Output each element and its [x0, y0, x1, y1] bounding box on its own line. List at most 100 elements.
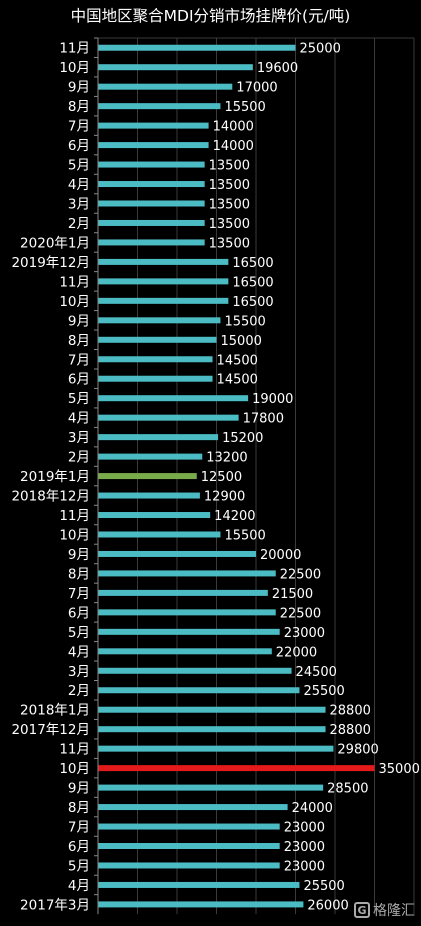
bar	[98, 550, 256, 557]
data-label: 13500	[209, 178, 250, 193]
bar	[98, 83, 233, 90]
bar	[98, 44, 296, 51]
bar	[98, 278, 229, 285]
category-label: 2019年12月	[11, 255, 90, 271]
category-label: 11月	[59, 742, 90, 758]
data-label: 21500	[272, 587, 313, 602]
category-label: 7月	[68, 586, 90, 602]
bar	[98, 414, 239, 421]
category-label: 8月	[68, 333, 90, 349]
category-label: 2020年1月	[20, 235, 90, 251]
bar	[98, 628, 280, 635]
bar	[98, 648, 272, 655]
bar	[98, 589, 268, 596]
category-label: 3月	[68, 430, 90, 446]
data-label: 28800	[330, 704, 371, 719]
bar	[98, 726, 326, 733]
chart-title: 中国地区聚合MDI分销市场挂牌价(元/吨)	[70, 7, 351, 25]
data-label: 13500	[209, 159, 250, 174]
data-label: 23000	[284, 821, 325, 836]
data-label: 12500	[201, 470, 242, 485]
category-label: 9月	[68, 781, 90, 797]
bar	[98, 64, 253, 71]
category-label: 5月	[68, 391, 90, 407]
bar	[98, 843, 280, 850]
category-label: 2017年3月	[20, 897, 90, 913]
bar	[98, 512, 211, 519]
category-label: 5月	[68, 158, 90, 174]
data-label: 22500	[280, 567, 321, 582]
data-label: 15500	[224, 314, 265, 329]
category-label: 6月	[68, 138, 90, 154]
data-label: 25500	[303, 684, 344, 699]
bar	[98, 219, 205, 226]
category-label: 2018年12月	[11, 489, 90, 505]
data-label: 20000	[260, 548, 301, 563]
data-label: 16500	[232, 256, 273, 271]
data-label: 23000	[284, 626, 325, 641]
bar	[98, 492, 200, 499]
category-label: 11月	[59, 508, 90, 524]
category-label: 7月	[68, 352, 90, 368]
category-label: 10月	[59, 761, 90, 777]
category-label: 7月	[68, 820, 90, 836]
category-label: 10月	[59, 60, 90, 76]
data-label: 13500	[209, 217, 250, 232]
category-label: 5月	[68, 625, 90, 641]
category-label: 3月	[68, 196, 90, 212]
category-label: 4月	[68, 644, 90, 660]
bar	[98, 823, 280, 830]
data-label: 16500	[232, 275, 273, 290]
bar	[98, 765, 375, 772]
bar	[98, 706, 326, 713]
bar	[98, 181, 205, 188]
bar	[98, 258, 229, 265]
data-label: 19600	[257, 61, 298, 76]
category-label: 9月	[68, 313, 90, 329]
category-label: 11月	[59, 41, 90, 57]
bar	[98, 881, 300, 888]
bar	[98, 667, 292, 674]
watermark-logo-icon: G	[354, 902, 370, 918]
category-label: 2月	[68, 216, 90, 232]
watermark: G 格隆汇	[354, 900, 415, 920]
data-label: 25000	[300, 42, 341, 57]
bar	[98, 804, 288, 811]
bar	[98, 862, 280, 869]
data-label: 13200	[206, 451, 247, 466]
data-label: 14200	[214, 509, 255, 524]
data-label: 35000	[379, 762, 420, 777]
data-label: 22000	[276, 645, 317, 660]
bar	[98, 200, 205, 207]
bar	[98, 142, 209, 149]
data-label: 15500	[224, 528, 265, 543]
bar	[98, 297, 229, 304]
category-label: 6月	[68, 372, 90, 388]
bar	[98, 453, 203, 460]
category-label: 2017年12月	[11, 722, 90, 738]
data-label: 16500	[232, 295, 273, 310]
bar	[98, 784, 324, 791]
category-label: 11月	[59, 274, 90, 290]
category-label: 9月	[68, 547, 90, 563]
data-label: 26000	[307, 898, 348, 913]
data-label: 14500	[217, 353, 258, 368]
data-label: 28800	[330, 723, 371, 738]
category-label: 8月	[68, 566, 90, 582]
category-label: 2月	[68, 450, 90, 466]
bar	[98, 122, 209, 129]
bar	[98, 317, 221, 324]
watermark-text: 格隆汇	[373, 903, 415, 919]
category-label: 6月	[68, 605, 90, 621]
data-label: 15500	[224, 100, 265, 115]
data-label: 13500	[209, 197, 250, 212]
bar	[98, 434, 219, 441]
data-label: 15000	[221, 334, 262, 349]
data-label: 14500	[217, 373, 258, 388]
bar	[98, 473, 197, 480]
category-label: 8月	[68, 800, 90, 816]
category-label: 5月	[68, 858, 90, 874]
bar	[98, 901, 304, 908]
data-label: 19000	[252, 392, 293, 407]
